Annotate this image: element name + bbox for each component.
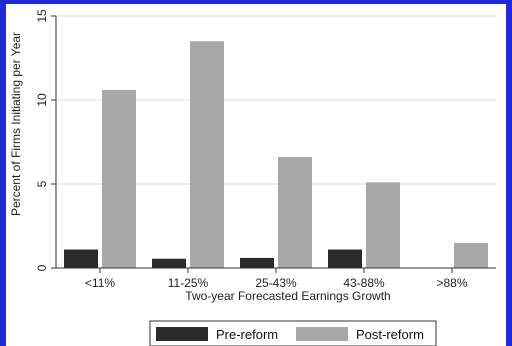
x-ticks: <11% 11-25% 25-43% 43-88% >88% xyxy=(85,268,468,290)
x-tick-label: 43-88% xyxy=(343,276,385,290)
bar-post-reform-2 xyxy=(278,157,312,268)
bar-post-reform-1 xyxy=(190,41,224,269)
bar-post-reform-4 xyxy=(454,242,488,268)
bar-pre-reform-2 xyxy=(240,257,274,268)
bar-pre-reform-1 xyxy=(152,258,186,268)
legend-swatch-post-reform xyxy=(296,327,348,341)
x-tick-label: 11-25% xyxy=(168,276,209,290)
y-tick-label: 15 xyxy=(35,9,49,23)
x-axis-label: Two-year Forecasted Earnings Growth xyxy=(185,289,390,303)
bar-pre-reform-3 xyxy=(328,249,362,268)
y-tick-label: 10 xyxy=(35,93,49,107)
y-axis-label: Percent of Firms Initiating per Year xyxy=(9,32,23,216)
legend-swatch-pre-reform xyxy=(156,327,208,341)
x-tick-label: >88% xyxy=(436,276,467,290)
y-ticks: 0 5 10 15 xyxy=(35,9,56,271)
legend-label-pre-reform: Pre-reform xyxy=(216,327,278,342)
bar-post-reform-3 xyxy=(366,182,400,268)
legend-label-post-reform: Post-reform xyxy=(356,327,424,342)
bar-post-reform-0 xyxy=(102,89,136,268)
x-tick-label: 25-43% xyxy=(255,276,297,290)
y-tick-label: 0 xyxy=(35,264,49,271)
x-tick-label: <11% xyxy=(85,276,115,290)
bars xyxy=(64,41,488,269)
y-tick-label: 5 xyxy=(35,180,49,187)
bar-pre-reform-0 xyxy=(64,249,98,268)
legend: Pre-reform Post-reform xyxy=(149,320,437,346)
